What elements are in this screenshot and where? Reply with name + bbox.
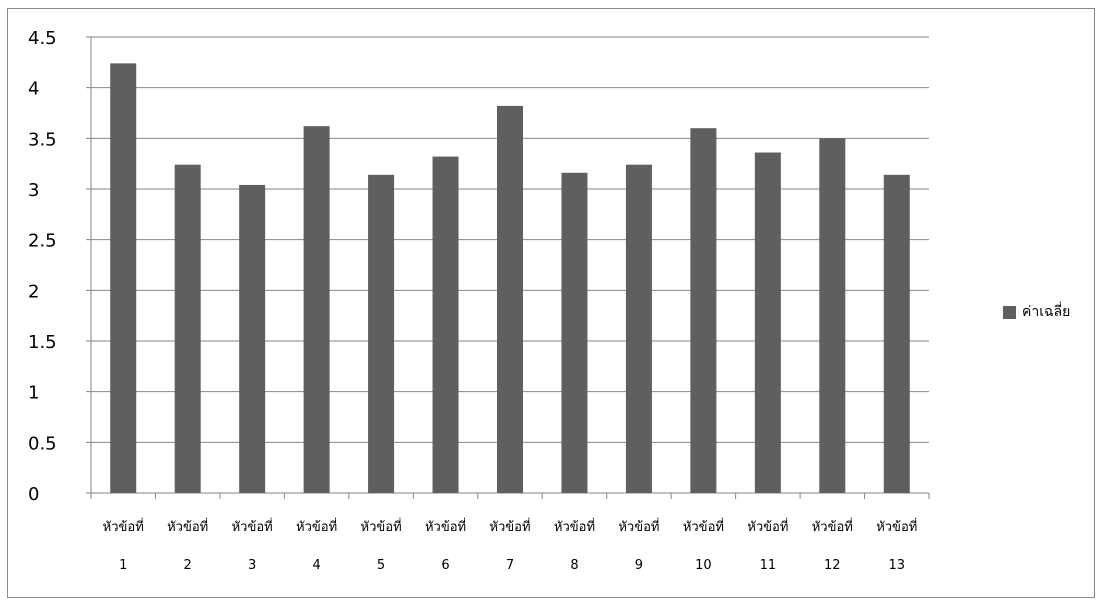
bar [433,157,459,493]
x-tick-label: 9 [635,558,643,573]
bar [239,185,265,493]
bar [561,173,587,493]
x-tick-label: 11 [760,558,777,573]
y-tick-label: 3.5 [28,129,57,150]
y-tick-label: 2.5 [28,231,57,252]
x-tick-label: 13 [888,558,905,573]
x-tick-label: 6 [441,558,449,573]
x-tick-label: หัวข้อที่ [361,518,402,535]
x-tick-label: หัวข้อที่ [554,518,595,535]
x-tick-label: 5 [377,558,385,573]
x-tick-label: 7 [506,558,514,573]
y-tick-label: 0.5 [28,433,57,454]
x-tick-label: หัวข้อที่ [103,518,144,535]
x-tick-label: 4 [312,558,320,573]
bar [819,138,845,493]
y-tick-label: 3 [28,180,39,201]
y-tick-label: 4 [28,79,39,100]
x-tick-label: หัวข้อที่ [812,518,853,535]
x-tick-label: 10 [695,558,712,573]
legend: ค่าเฉลี่ย [1003,301,1070,323]
bar [626,165,652,493]
y-tick-label: 0 [28,484,39,505]
bar [884,175,910,493]
x-tick-label: หัวข้อที่ [296,518,337,535]
y-tick-label: 1.5 [28,332,57,353]
x-tick-label: 8 [570,558,578,573]
legend-label: ค่าเฉลี่ย [1022,301,1070,323]
x-tick-label: 1 [119,558,127,573]
y-tick-label: 1 [28,383,39,404]
x-tick-label: หัวข้อที่ [489,518,530,535]
bar [368,175,394,493]
x-tick-label: 12 [824,558,841,573]
bar [304,126,330,493]
y-tick-label: 2 [28,281,39,302]
x-tick-label: หัวข้อที่ [876,518,917,535]
legend-swatch [1003,306,1016,319]
x-tick-label: หัวข้อที่ [167,518,208,535]
x-tick-label: หัวข้อที่ [425,518,466,535]
bar [690,128,716,493]
x-tick-label: หัวข้อที่ [232,518,273,535]
x-tick-label: หัวข้อที่ [683,518,724,535]
bar [755,153,781,493]
bar [110,63,136,493]
x-tick-label: 3 [248,558,256,573]
x-tick-label: 2 [184,558,192,573]
y-tick-label: 4.5 [28,28,57,49]
bar [175,165,201,493]
x-tick-label: หัวข้อที่ [618,518,659,535]
bar [497,106,523,493]
x-tick-label: หัวข้อที่ [747,518,788,535]
